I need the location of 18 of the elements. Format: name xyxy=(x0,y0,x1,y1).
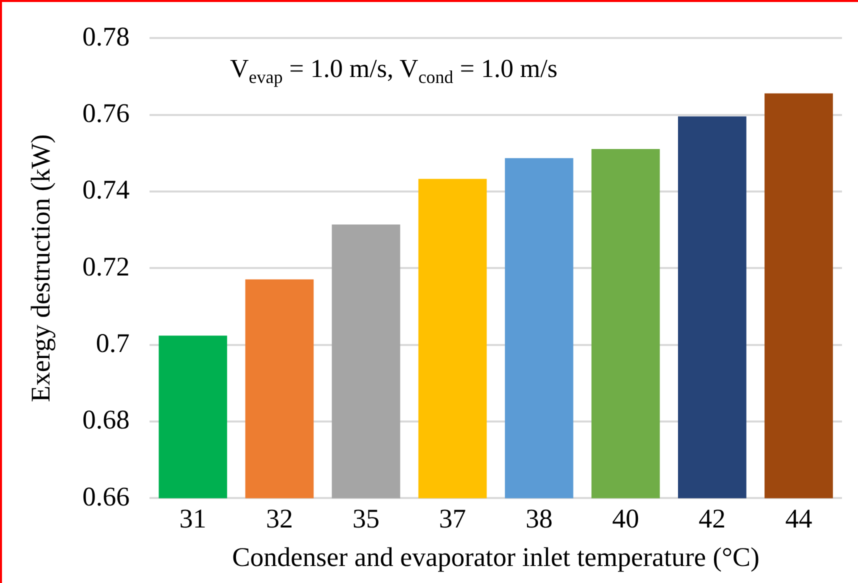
y-tick-label: 0.66 xyxy=(82,481,130,512)
y-axis-title: Exergy destruction (kW) xyxy=(25,134,56,402)
x-tick-label: 42 xyxy=(698,503,726,534)
x-axis-title: Condenser and evaporator inlet temperature (°C) xyxy=(232,542,760,572)
x-tick-label: 38 xyxy=(526,503,553,534)
y-tick-label: 0.78 xyxy=(82,21,130,52)
annotation: V$_{evap}$ = 1.0 m/s, V$_{cond}$ = 1.0 m/s xyxy=(230,54,558,88)
x-tick-label: 35 xyxy=(352,503,380,534)
x-tick-label: 32 xyxy=(266,503,293,534)
y-tick-label: 0.72 xyxy=(82,251,130,282)
x-tick-label: 44 xyxy=(785,503,813,534)
y-tick-label: 0.74 xyxy=(82,174,130,205)
x-tick-label: 31 xyxy=(179,503,206,534)
x-tick-label: 37 xyxy=(439,503,466,534)
x-tick-label: 40 xyxy=(612,503,640,534)
y-tick-label: 0.7 xyxy=(96,328,130,358)
y-tick-label: 0.76 xyxy=(82,98,130,128)
y-tick-label: 0.68 xyxy=(82,404,130,435)
